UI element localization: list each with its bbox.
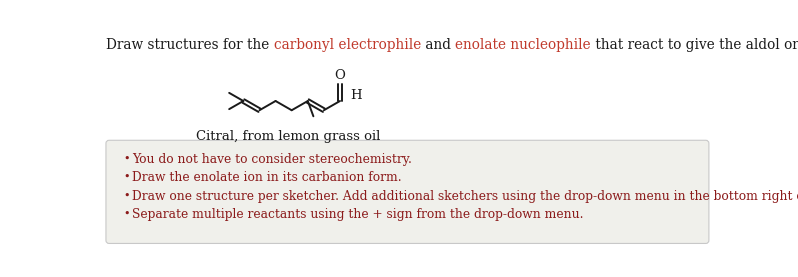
Text: Draw structures for the: Draw structures for the (106, 38, 274, 52)
Text: Draw one structure per sketcher. Add additional sketchers using the drop-down me: Draw one structure per sketcher. Add add… (132, 189, 798, 202)
Text: •: • (123, 209, 129, 219)
FancyBboxPatch shape (106, 140, 709, 243)
Text: H: H (350, 89, 362, 102)
Text: Draw the enolate ion in its carbanion form.: Draw the enolate ion in its carbanion fo… (132, 171, 402, 184)
Text: and: and (421, 38, 455, 52)
Text: •: • (123, 190, 129, 200)
Text: carbonyl electrophile: carbonyl electrophile (274, 38, 421, 52)
Text: O: O (334, 70, 346, 83)
Text: that react to give the aldol or enone below.: that react to give the aldol or enone be… (591, 38, 798, 52)
Text: Citral, from lemon grass oil: Citral, from lemon grass oil (196, 130, 380, 143)
Text: Separate multiple reactants using the + sign from the drop-down menu.: Separate multiple reactants using the + … (132, 208, 584, 221)
Text: •: • (123, 153, 129, 163)
Text: You do not have to consider stereochemistry.: You do not have to consider stereochemis… (132, 153, 413, 166)
Text: •: • (123, 172, 129, 182)
Text: enolate nucleophile: enolate nucleophile (455, 38, 591, 52)
